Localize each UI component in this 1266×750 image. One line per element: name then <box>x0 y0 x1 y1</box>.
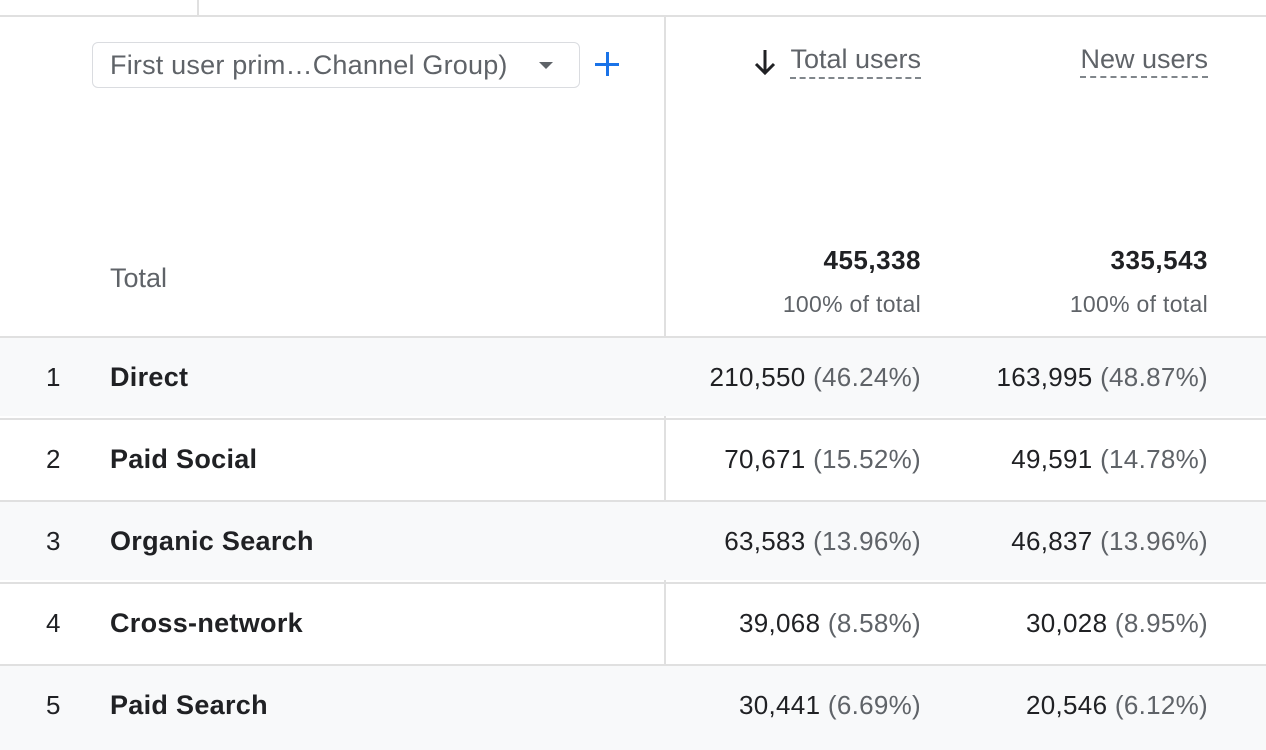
total-users-header[interactable]: Total users <box>753 44 921 79</box>
arrow-down-icon[interactable] <box>753 47 777 77</box>
total-row-label: Total <box>110 263 168 293</box>
table-row[interactable]: 2 Paid Social 70,671 (15.52%) 49,591 (14… <box>0 418 1266 498</box>
row-total-users: 210,550 (46.24%) <box>709 362 921 392</box>
new-users-header[interactable]: New users <box>1080 44 1208 78</box>
row-new-users: 163,995 (48.87%) <box>996 362 1208 392</box>
caret-down-icon <box>539 62 553 69</box>
row-total-users: 63,583 (13.96%) <box>724 526 921 556</box>
row-channel-name[interactable]: Paid Social <box>110 444 258 474</box>
total-users-total-percent: 100% of total <box>782 291 921 317</box>
row-channel-name[interactable]: Direct <box>110 362 189 392</box>
row-index: 4 <box>46 608 61 638</box>
row-new-users: 30,028 (8.95%) <box>1026 608 1208 638</box>
total-users-header-label: Total users <box>790 44 921 79</box>
total-users-total: 455,338 <box>823 245 921 275</box>
new-users-header-label: New users <box>1080 44 1208 78</box>
dimension-select-label: First user prim…Channel Group) <box>110 49 508 80</box>
row-new-users: 49,591 (14.78%) <box>1011 444 1208 474</box>
row-new-users: 20,546 (6.12%) <box>1026 690 1208 720</box>
table-row[interactable]: 4 Cross-network 39,068 (8.58%) 30,028 (8… <box>0 582 1266 662</box>
table-row[interactable]: 3 Organic Search 63,583 (13.96%) 46,837 … <box>0 500 1266 580</box>
row-index: 1 <box>46 362 61 392</box>
row-index: 5 <box>46 690 61 720</box>
row-channel-name[interactable]: Organic Search <box>110 526 314 556</box>
add-dimension-button[interactable] <box>593 46 623 82</box>
new-users-total: 335,543 <box>1110 245 1208 275</box>
row-index: 2 <box>46 444 61 474</box>
row-channel-name[interactable]: Cross-network <box>110 608 303 638</box>
table-row[interactable]: 5 Paid Search 30,441 (6.69%) 20,546 (6.1… <box>0 664 1266 750</box>
row-total-users: 70,671 (15.52%) <box>724 444 921 474</box>
row-channel-name[interactable]: Paid Search <box>110 690 268 720</box>
top-bar <box>0 0 1266 17</box>
row-index: 3 <box>46 526 61 556</box>
table-row[interactable]: 1 Direct 210,550 (46.24%) 163,995 (48.87… <box>0 336 1266 416</box>
new-users-total-percent: 100% of total <box>1069 291 1208 317</box>
top-bar-divider <box>197 0 199 15</box>
row-total-users: 30,441 (6.69%) <box>739 690 921 720</box>
row-new-users: 46,837 (13.96%) <box>1011 526 1208 556</box>
row-total-users: 39,068 (8.58%) <box>739 608 921 638</box>
dimension-select[interactable]: First user prim…Channel Group) <box>92 42 580 88</box>
